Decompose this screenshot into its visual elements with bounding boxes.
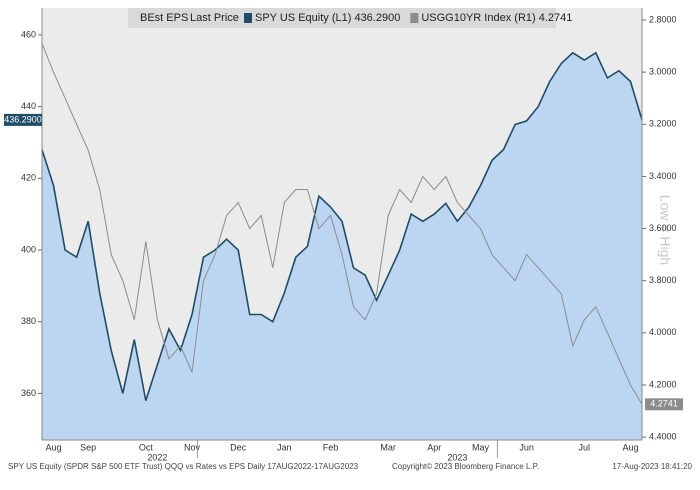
x-tick-label: Oct bbox=[139, 442, 154, 452]
x-tick-label: May bbox=[472, 442, 490, 452]
footer-center: Copyright© 2023 Bloomberg Finance L.P. bbox=[392, 462, 539, 471]
y2-tick-label: 3.4000 bbox=[649, 171, 677, 181]
y-tick-label: 420 bbox=[21, 173, 36, 183]
y2-tick-label: 3.8000 bbox=[649, 275, 677, 285]
y2-tick-label: 2.8000 bbox=[649, 14, 677, 24]
y-tick-label: 460 bbox=[21, 29, 36, 39]
year-label: 2022 bbox=[147, 452, 167, 462]
last-value-label: 4.2741 bbox=[650, 399, 678, 409]
legend-swatch bbox=[244, 13, 252, 23]
last-value-badge bbox=[4, 113, 42, 126]
legend-label: SPY US Equity (L1) 436.2900 bbox=[255, 12, 400, 24]
y2-tick-label: 4.2000 bbox=[649, 379, 677, 389]
series-line bbox=[41, 43, 643, 405]
footer-left: SPY US Equity (SPDR S&P 500 ETF Trust) Q… bbox=[8, 462, 359, 471]
y2-tick-label: 3.2000 bbox=[649, 119, 677, 129]
legend-label: USGG10YR Index (R1) 4.2741 bbox=[421, 12, 572, 24]
x-tick-label: Aug bbox=[622, 442, 638, 452]
y2-tick-label: 3.0000 bbox=[649, 67, 677, 77]
footer-right: 17-Aug-2023 18:41:20 bbox=[612, 462, 692, 471]
x-tick-label: Sep bbox=[80, 442, 96, 452]
marks bbox=[41, 43, 643, 441]
legend-prefix: Last Price bbox=[190, 12, 239, 24]
y2-tick-label: 4.0000 bbox=[649, 327, 677, 337]
low-high-note: Low = High bbox=[657, 195, 673, 265]
x-tick-label: Jan bbox=[277, 442, 292, 452]
x-tick-label: Apr bbox=[427, 442, 441, 452]
x-tick-label: Jul bbox=[579, 442, 591, 452]
year-label: 2023 bbox=[447, 452, 467, 462]
series-area bbox=[42, 52, 642, 441]
y2-tick-label: 4.4000 bbox=[649, 432, 677, 442]
y-tick-label: 440 bbox=[21, 101, 36, 111]
series-line bbox=[41, 51, 643, 401]
last-value-badge bbox=[645, 398, 683, 411]
last-value-label: 436.2900 bbox=[4, 114, 42, 124]
x-tick-label: Feb bbox=[323, 442, 339, 452]
legend: BEst EPS Last Price SPY US Equity (L1) 4… bbox=[128, 8, 572, 28]
y-tick-label: 360 bbox=[21, 388, 36, 398]
x-tick-label: Nov bbox=[184, 442, 201, 452]
y-tick-label: 400 bbox=[21, 244, 36, 254]
x-tick-label: Mar bbox=[380, 442, 396, 452]
y2-tick-label: 3.6000 bbox=[649, 223, 677, 233]
x-tick-label: Dec bbox=[230, 442, 247, 452]
legend-swatch bbox=[410, 13, 419, 23]
legend-box bbox=[128, 8, 556, 28]
x-tick-label: Aug bbox=[46, 442, 62, 452]
legend-prefix: BEst EPS bbox=[140, 12, 188, 24]
x-tick-label: Jun bbox=[519, 442, 534, 452]
y-tick-label: 380 bbox=[21, 316, 36, 326]
